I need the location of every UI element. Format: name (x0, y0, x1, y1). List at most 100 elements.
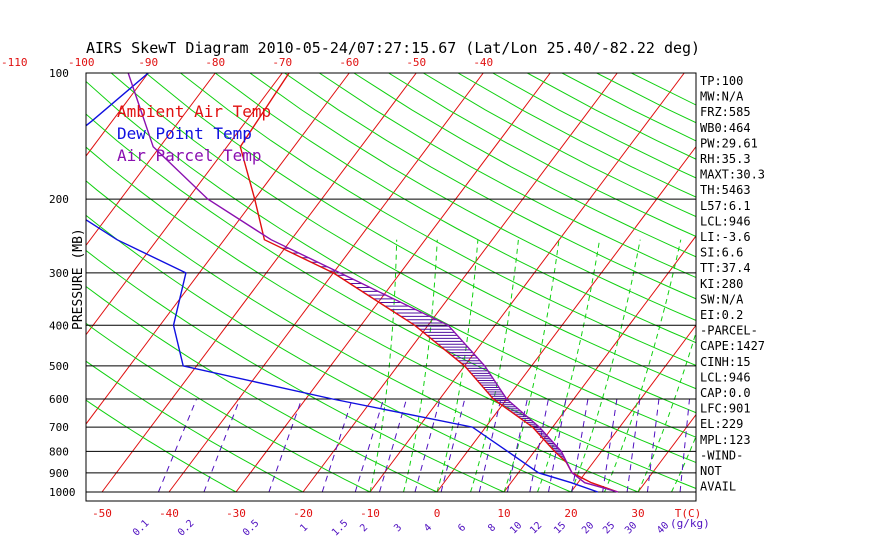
moist-adiabat (436, 239, 479, 493)
isotherm-line (101, 73, 417, 493)
mixing-ratio-line (414, 398, 441, 493)
legend-entry: Dew Point Temp (117, 124, 252, 143)
moist-adiabat (604, 239, 682, 493)
isotherm-line (369, 73, 685, 493)
series-line (86, 73, 599, 493)
dry-adiabat (249, 73, 696, 321)
legend: Ambient Air Temp Dew Point Temp Air Parcel… (117, 102, 271, 165)
isotherm-line (86, 73, 216, 247)
mixing-ratio-tick-label: 4 (422, 522, 434, 534)
plot-frame (85, 72, 697, 502)
bottom-temp-tick-label: -10 (360, 507, 380, 520)
isotherm-line (839, 73, 870, 492)
dry-adiabat (86, 146, 696, 490)
isotherm-line (503, 235, 696, 493)
moist-adiabat (470, 239, 519, 493)
bottom-temp-tick-label: 10 (497, 507, 510, 520)
top-temp-tick-label: -80 (205, 56, 225, 69)
mixing-ratio-line (354, 398, 385, 493)
mixing-ratio-tick-label: 20 (580, 520, 596, 536)
index-label: PW:29.61 (700, 136, 758, 150)
index-label: MW:N/A (700, 90, 744, 104)
mixing-ratio-line (529, 398, 549, 493)
dry-adiabat (86, 249, 505, 493)
dry-adiabat (86, 180, 639, 493)
pressure-tick-label: 400 (49, 319, 69, 332)
dry-adiabat (284, 73, 696, 300)
top-temp-tick-label: -90 (138, 56, 158, 69)
mixing-ratio-tick-label: 8 (486, 522, 498, 534)
mixing-ratio-tick-label: 2 (358, 522, 370, 534)
mixing-ratio-line (679, 398, 691, 493)
mixing-ratio-tick-label: 0.2 (176, 518, 197, 539)
mixing-ratio-tick-label: 30 (623, 520, 639, 536)
bottom-temp-tick-label: 20 (564, 507, 577, 520)
moist-adiabat (369, 239, 398, 493)
index-label: MAXT:30.3 (700, 168, 765, 182)
isotherm-line (0, 73, 81, 492)
top-temp-tick-label: -110 (1, 56, 28, 69)
dry-adiabat (86, 399, 237, 493)
moist-adiabat (570, 239, 641, 493)
moist-adiabat (403, 239, 438, 493)
mixing-ratio-tick-label: 40 (655, 520, 671, 536)
mixing-ratio-tick-label: 25 (601, 520, 617, 536)
isotherm-line (302, 73, 618, 493)
dry-adiabat (388, 73, 696, 237)
mixing-ratio-tick-label: 6 (456, 522, 468, 534)
mixing-ratio-unit-label: (g/kg) (670, 517, 710, 530)
pressure-tick-label: 900 (49, 467, 69, 480)
isotherm-line (168, 73, 484, 493)
index-label: CINH:15 (700, 355, 751, 369)
mixing-ratio-line (379, 398, 407, 493)
moist-adiabat (637, 330, 696, 493)
pressure-tick-label: 1000 (49, 486, 76, 499)
mixing-ratio-line (157, 398, 197, 493)
series-line (239, 73, 619, 493)
mixing-ratio-tick-label: 10 (508, 520, 524, 536)
index-label: LFC:901 (700, 402, 751, 416)
index-label: SW:N/A (700, 292, 744, 306)
chart-title: AIRS SkewT Diagram 2010-05-24/07:27:15.6… (86, 39, 700, 57)
y-axis-label: PRESSURE (MB) (71, 228, 86, 330)
legend-entry: Air Parcel Temp (117, 146, 262, 165)
pressure-tick-label: 500 (49, 360, 69, 373)
moist-adiabat (503, 239, 560, 493)
index-label: CAPE:1427 (700, 339, 765, 353)
index-label: CAP:0.0 (700, 386, 751, 400)
bottom-temp-tick-label: 30 (631, 507, 644, 520)
isotherm-line (86, 73, 149, 157)
mixing-ratio-tick-label: 0.1 (131, 518, 152, 539)
bottom-temp-tick-label: -20 (293, 507, 313, 520)
bottom-temp-tick-label: -30 (226, 507, 246, 520)
mixing-ratio-tick-label: 15 (552, 520, 568, 536)
mixing-ratio-line (478, 398, 502, 493)
mixing-ratio-line (440, 398, 466, 493)
dry-adiabat (492, 73, 696, 179)
mixing-ratio-line (602, 398, 618, 493)
dry-adiabat (353, 73, 696, 258)
index-label: FRZ:585 (700, 105, 751, 119)
mixing-ratio-line (626, 398, 641, 493)
temp-unit-label: T(C) (675, 507, 702, 520)
isotherm-line (86, 73, 283, 336)
index-label: TT:37.4 (700, 261, 751, 275)
mixing-ratio-line (203, 398, 241, 493)
mixing-ratio-tick-label: 3 (392, 522, 404, 534)
mixing-ratio-tick-label: 1.5 (330, 518, 351, 539)
series-line (127, 73, 619, 493)
index-label: -PARCEL- (700, 324, 758, 338)
pressure-tick-label: 700 (49, 421, 69, 434)
index-label: TP:100 (700, 74, 743, 88)
top-temp-tick-label: -70 (272, 56, 292, 69)
isotherm-line (235, 73, 551, 493)
index-label: -WIND- (700, 448, 743, 462)
pressure-tick-label: 100 (49, 67, 69, 80)
index-label: EI:0.2 (700, 308, 743, 322)
mixing-ratio-tick-label: 0.5 (241, 518, 262, 539)
index-label: KI:280 (700, 277, 743, 291)
isotherm-line (0, 73, 14, 492)
mixing-ratio-line (268, 398, 303, 493)
